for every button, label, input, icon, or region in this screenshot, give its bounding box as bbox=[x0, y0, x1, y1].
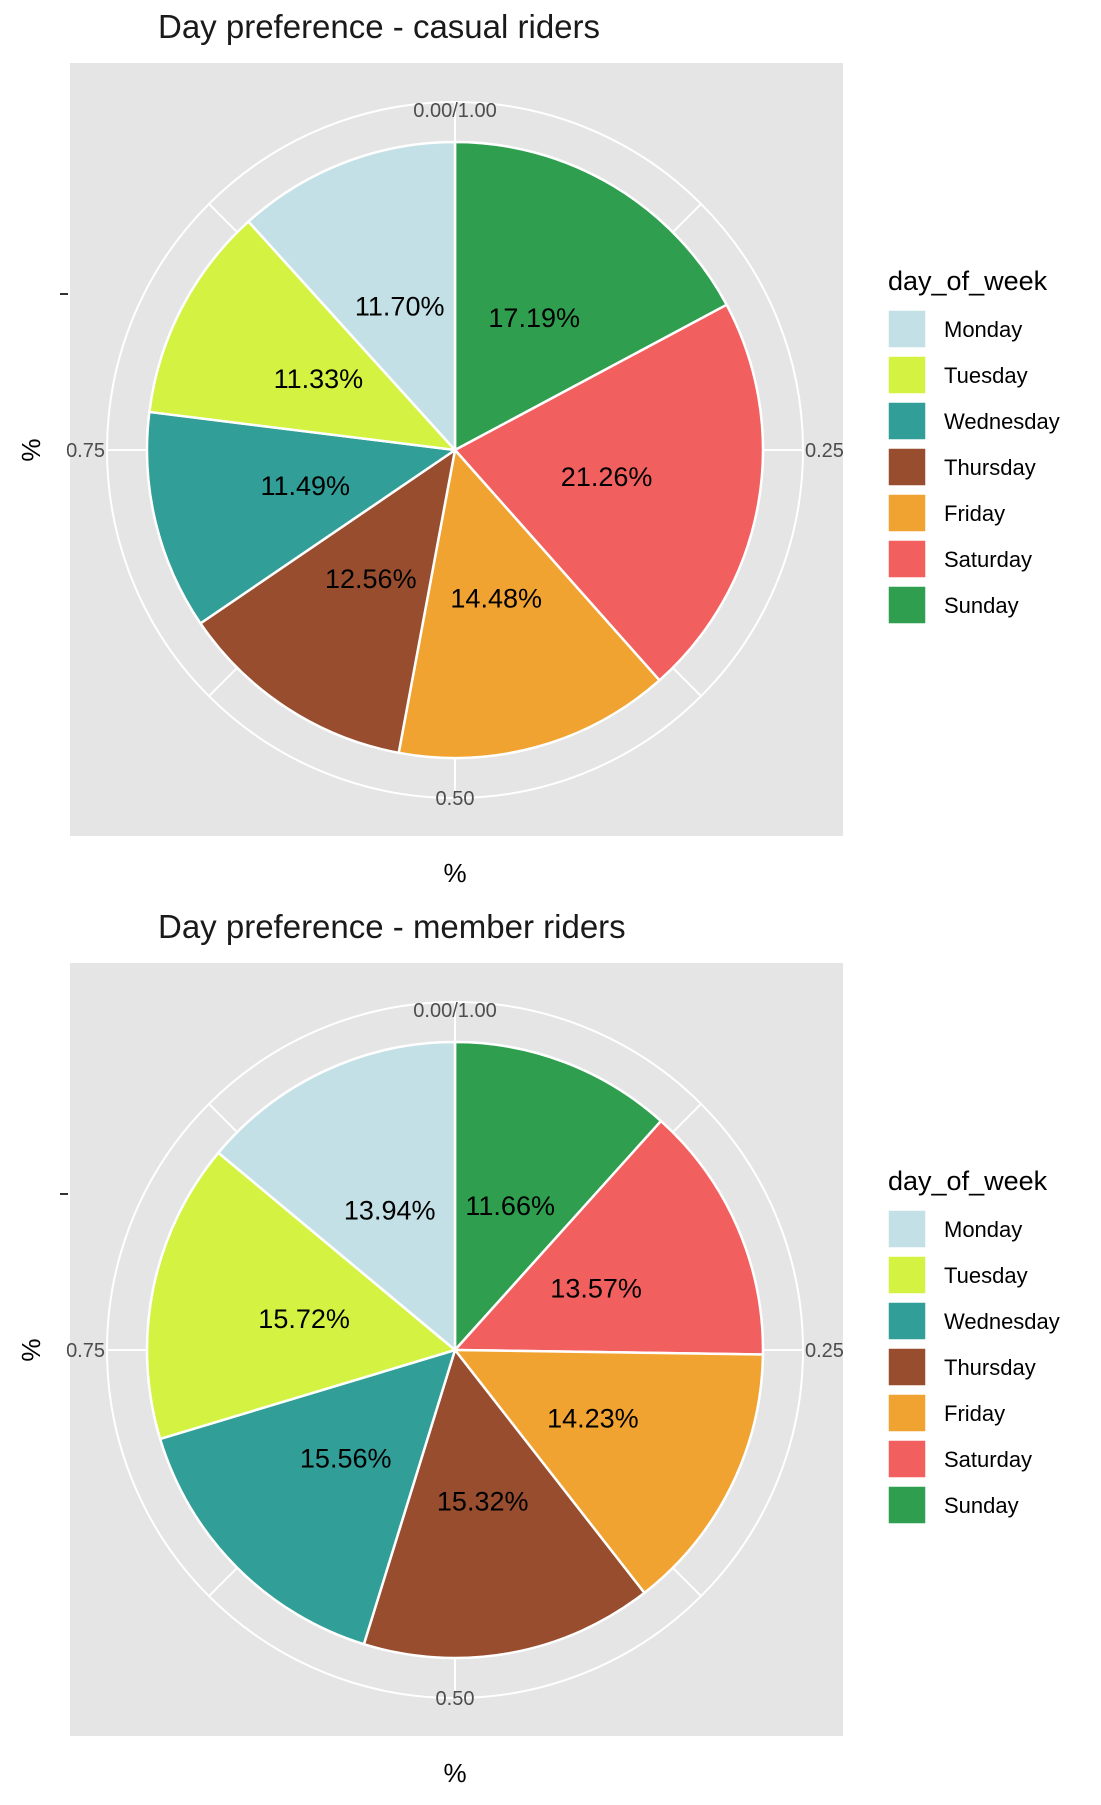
legend-label: Monday bbox=[944, 317, 1022, 342]
legend-label: Sunday bbox=[944, 593, 1019, 618]
legend-label: Wednesday bbox=[944, 1309, 1060, 1334]
pie-slice-wednesday bbox=[145, 410, 459, 626]
pie-slice-thursday bbox=[362, 1347, 647, 1660]
chart-0: Day preference - casual riders 17.19% 21.2… bbox=[16, 8, 1060, 888]
axis-tick-label: 0.75 bbox=[66, 1340, 105, 1362]
slice-value-label: 13.57% bbox=[550, 1273, 642, 1303]
legend-key-thursday bbox=[887, 447, 927, 487]
slice-value-label: 15.56% bbox=[300, 1444, 392, 1474]
pie-slice-sunday bbox=[453, 1040, 663, 1354]
slice-value-label: 11.49% bbox=[261, 471, 351, 501]
y-axis-label: % bbox=[16, 438, 46, 461]
slice-value-label: 17.19% bbox=[488, 303, 580, 333]
axis-tick-label: 0.00/1.00 bbox=[413, 100, 496, 122]
pie-slice-thursday bbox=[198, 447, 457, 755]
legend-key-wednesday bbox=[887, 1301, 927, 1341]
legend-key-sunday bbox=[887, 585, 927, 625]
legend-label: Friday bbox=[944, 1401, 1005, 1426]
legend-key-friday bbox=[887, 1393, 927, 1433]
legend-key-monday bbox=[887, 309, 927, 349]
slice-value-label: 15.72% bbox=[258, 1304, 350, 1334]
axis-tick-label: 0.50 bbox=[436, 788, 475, 810]
pie-slice-friday bbox=[397, 447, 662, 760]
pie-slice-tuesday bbox=[145, 1151, 458, 1441]
slice-value-label: 13.94% bbox=[344, 1196, 436, 1226]
axis-tick-label: 0.00/1.00 bbox=[413, 1000, 496, 1022]
chart-1: Day preference - member riders 11.66% 13.5… bbox=[16, 908, 1060, 1788]
slice-value-label: 11.70% bbox=[355, 291, 445, 321]
pie-slice-wednesday bbox=[158, 1348, 457, 1646]
legend-label: Saturday bbox=[944, 1447, 1032, 1472]
legend-title: day_of_week bbox=[888, 266, 1048, 296]
legend-label: Saturday bbox=[944, 547, 1032, 572]
slice-value-label: 12.56% bbox=[325, 564, 417, 594]
pie-slice-monday bbox=[246, 140, 457, 454]
slice-value-label: 14.48% bbox=[450, 583, 542, 613]
chart-title: Day preference - casual riders bbox=[158, 8, 600, 45]
chart-title: Day preference - member riders bbox=[158, 908, 626, 945]
pie-slice-monday bbox=[216, 1040, 457, 1353]
legend-key-sunday bbox=[887, 1485, 927, 1525]
legend-key-monday bbox=[887, 1209, 927, 1249]
legend-key-saturday bbox=[887, 1439, 927, 1479]
axis-tick-label: 0.50 bbox=[436, 1688, 475, 1710]
legend-key-wednesday bbox=[887, 401, 927, 441]
legend-label: Sunday bbox=[944, 1493, 1019, 1518]
legend-label: Tuesday bbox=[944, 1263, 1028, 1288]
legend-key-tuesday bbox=[887, 1255, 927, 1295]
slice-value-label: 14.23% bbox=[547, 1404, 639, 1434]
pie-slice-friday bbox=[452, 1348, 765, 1595]
legend-key-saturday bbox=[887, 539, 927, 579]
slice-value-label: 21.26% bbox=[561, 462, 653, 492]
axis-tick-label: 0.25 bbox=[805, 440, 844, 462]
legend-label: Thursday bbox=[944, 455, 1036, 480]
pie-slice-sunday bbox=[453, 140, 729, 453]
x-axis-label: % bbox=[443, 1758, 466, 1788]
slice-value-label: 11.33% bbox=[274, 364, 364, 394]
legend-label: Tuesday bbox=[944, 363, 1028, 388]
pie-slice-tuesday bbox=[147, 219, 459, 452]
y-axis-label: % bbox=[16, 1338, 46, 1361]
slice-value-label: 11.66% bbox=[465, 1191, 555, 1221]
legend-title: day_of_week bbox=[888, 1166, 1048, 1196]
legend-key-tuesday bbox=[887, 355, 927, 395]
legend-label: Wednesday bbox=[944, 409, 1060, 434]
legend-label: Monday bbox=[944, 1217, 1022, 1242]
axis-tick-label: 0.25 bbox=[805, 1340, 844, 1362]
slice-value-label: 15.32% bbox=[437, 1487, 529, 1517]
x-axis-label: % bbox=[443, 858, 466, 888]
legend-key-thursday bbox=[887, 1347, 927, 1387]
legend-key-friday bbox=[887, 493, 927, 533]
legend-label: Thursday bbox=[944, 1355, 1036, 1380]
pie-slice-saturday bbox=[453, 303, 765, 683]
pie-slice-saturday bbox=[452, 1119, 765, 1356]
legend-label: Friday bbox=[944, 501, 1005, 526]
axis-tick-label: 0.75 bbox=[66, 440, 105, 462]
